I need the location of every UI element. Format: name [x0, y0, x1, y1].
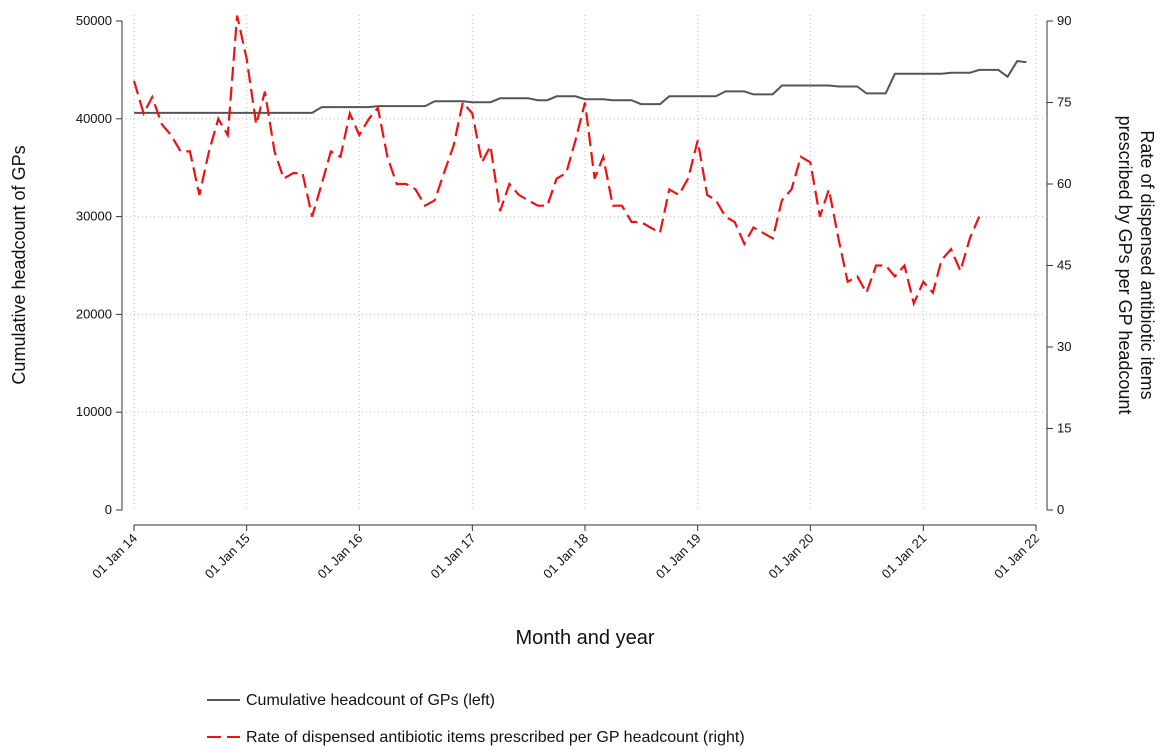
y2-tick-label: 60	[1057, 176, 1071, 191]
y2-tick-label: 90	[1057, 13, 1071, 28]
y-tick-label: 20000	[76, 306, 112, 321]
series-line	[134, 60, 1027, 114]
x-axis-title: Month and year	[516, 627, 655, 649]
series-line	[132, 15, 981, 307]
x-tick-label: 01 Jan 19	[653, 531, 704, 582]
x-tick-label: 01 Jan 18	[540, 531, 591, 582]
x-tick-label: 01 Jan 14	[89, 531, 140, 582]
y2-axis-title: prescribed by GPs per GP headcount	[1115, 116, 1135, 415]
y2-axis-title: Rate of dispensed antibiotic items	[1137, 130, 1157, 399]
y-tick-label: 30000	[76, 209, 112, 224]
x-tick-label: 01 Jan 22	[991, 531, 1042, 582]
y-tick-label: 50000	[76, 13, 112, 28]
y2-tick-label: 30	[1057, 339, 1071, 354]
x-tick-label: 01 Jan 16	[314, 531, 365, 582]
x-tick-label: 01 Jan 17	[427, 531, 478, 582]
x-tick-label: 01 Jan 21	[878, 531, 929, 582]
legend-label: Cumulative headcount of GPs (left)	[246, 692, 495, 709]
y-tick-label: 10000	[76, 404, 112, 419]
y-axis-title: Cumulative headcount of GPs	[9, 145, 29, 384]
y2-tick-label: 45	[1057, 258, 1071, 273]
y-tick-label: 40000	[76, 111, 112, 126]
y-tick-label: 0	[105, 502, 112, 517]
x-tick-label: 01 Jan 15	[202, 531, 253, 582]
x-tick-label: 01 Jan 20	[765, 531, 816, 582]
y2-tick-label: 15	[1057, 421, 1071, 436]
y2-tick-label: 75	[1057, 95, 1071, 110]
y2-tick-label: 0	[1057, 502, 1064, 517]
legend-label: Rate of dispensed antibiotic items presc…	[246, 729, 745, 746]
